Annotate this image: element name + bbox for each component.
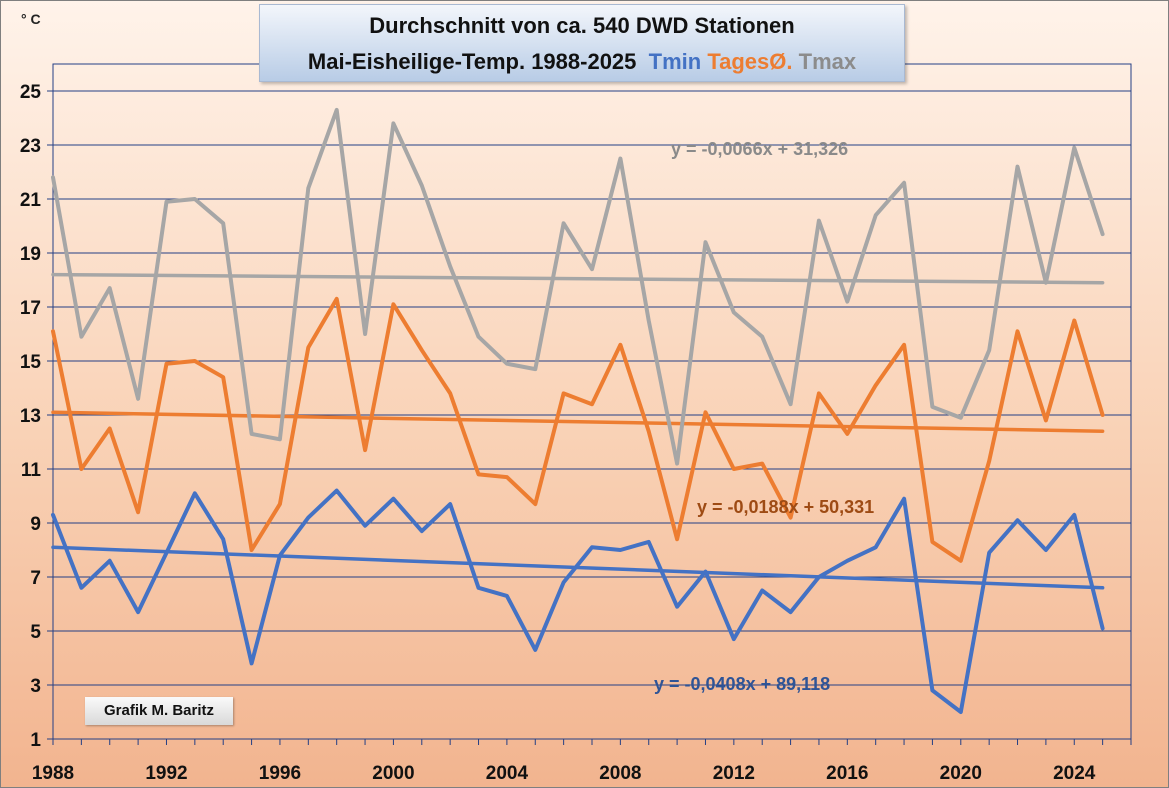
y-tick-label: 15	[20, 352, 42, 373]
y-tick-label: 13	[20, 406, 41, 427]
x-tick-label: 2020	[940, 763, 982, 784]
y-tick-label: 9	[30, 514, 41, 535]
x-tick-label: 1996	[259, 763, 301, 784]
trendlines	[51, 272, 1105, 590]
y-tick-label: 5	[30, 622, 41, 643]
y-tick-label: 21	[20, 190, 42, 211]
chart-subtitle-line: Mai-Eisheilige-Temp. 1988-2025 Tmin Tage…	[260, 49, 904, 75]
y-tick-label: 7	[30, 568, 41, 589]
x-tick-label: 2012	[713, 763, 755, 784]
y-tick-label: 3	[30, 676, 41, 697]
series-line-tmin	[51, 488, 1105, 714]
credit-label: Grafik M. Baritz	[85, 697, 233, 725]
legend-tmin: Tmin	[648, 49, 702, 74]
tmax-trend-equation: y = -0,0066x + 31,326	[671, 139, 849, 159]
x-tick-label: 2016	[826, 763, 868, 784]
x-tick-label: 1988	[32, 763, 74, 784]
y-axis-unit: ° C	[21, 11, 41, 27]
tmin-trend-equation: y = -0,0408x + 89,118	[654, 674, 831, 694]
x-tick-label: 1992	[145, 763, 187, 784]
series-line-tages	[51, 296, 1105, 563]
y-tick-label: 25	[20, 82, 42, 103]
y-tick-label: 11	[21, 460, 42, 481]
data-series	[51, 107, 1105, 714]
chart-title-box: Durchschnitt von ca. 540 DWD Stationen M…	[259, 4, 905, 82]
trendline-tmax	[51, 272, 1105, 285]
y-tick-label: 1	[30, 730, 41, 751]
chart-title: Durchschnitt von ca. 540 DWD Stationen	[369, 13, 795, 38]
x-tick-label: 2024	[1053, 763, 1096, 784]
y-tick-label: 19	[20, 244, 41, 265]
x-tick-label: 2004	[486, 763, 529, 784]
legend-tagesmittel: TagesØ	[707, 49, 787, 74]
legend-separator: .	[786, 49, 799, 74]
tagesmittel-trend-equation: y = -0,0188x + 50,331	[697, 497, 875, 517]
x-tick-label: 2000	[372, 763, 414, 784]
x-tick-label: 2008	[599, 763, 641, 784]
chart-subtitle: Mai-Eisheilige-Temp. 1988-2025	[307, 49, 637, 74]
y-tick-label: 17	[20, 298, 41, 319]
legend-tmax: Tmax	[798, 49, 857, 74]
series-line-tmax	[51, 107, 1105, 466]
y-tick-label: 23	[20, 136, 41, 157]
